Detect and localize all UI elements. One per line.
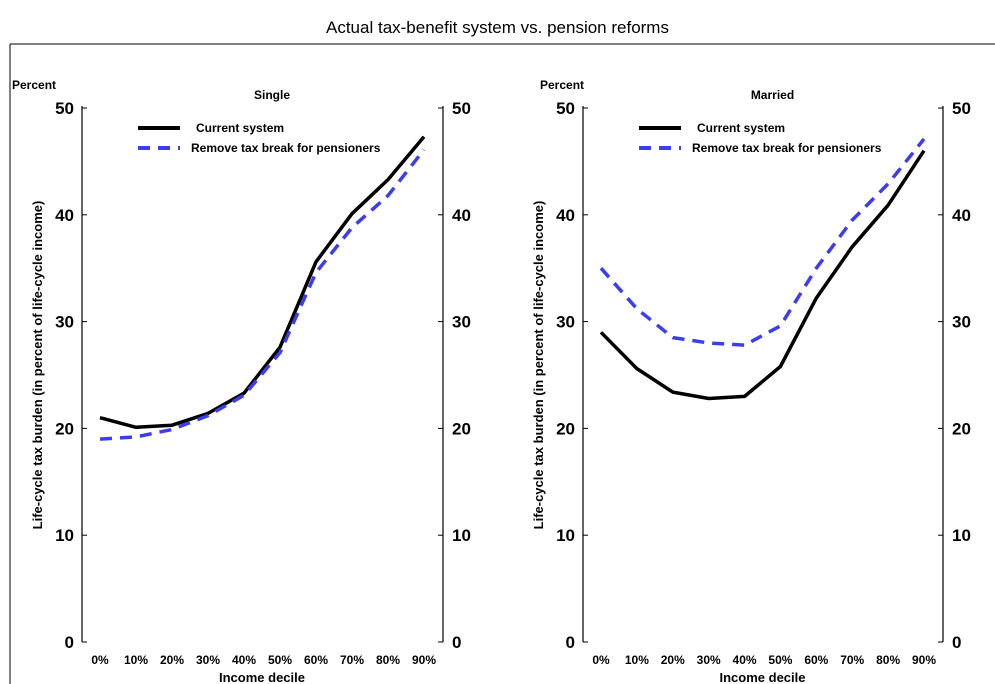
y-tick-label-right: 10 bbox=[452, 526, 471, 545]
y-tick-label-right: 50 bbox=[952, 99, 971, 118]
panel-title: Single bbox=[254, 88, 290, 102]
y-tick-label-right: 30 bbox=[952, 313, 971, 332]
panel-title: Married bbox=[751, 88, 794, 102]
series-line-current-system bbox=[99, 135, 426, 430]
x-tick-label: 70% bbox=[340, 653, 364, 667]
legend-label-reform: Remove tax break for pensioners bbox=[191, 141, 381, 155]
chart-panel-married: 0 0 10 10 20 20 30 30 40 40 50 50 0% 10% 20% 30% 40% 50% 6… bbox=[531, 78, 971, 684]
chart-panel-single: 0 0 10 10 20 20 30 30 40 40 50 50 0% 10% 20% 30% 40% 50% 6… bbox=[12, 78, 471, 684]
y-tick-label-right: 10 bbox=[952, 526, 971, 545]
y-tick-label-right: 40 bbox=[952, 206, 971, 225]
y-tick-label-right: 50 bbox=[452, 99, 471, 118]
legend-label-current: Current system bbox=[196, 121, 284, 135]
y-axis-title: Life-cycle tax burden (in percent of lif… bbox=[30, 201, 45, 530]
y-tick-label-left: 50 bbox=[556, 99, 575, 118]
x-tick-label: 20% bbox=[160, 653, 184, 667]
y-tick-label-left: 50 bbox=[55, 99, 74, 118]
legend-label-reform: Remove tax break for pensioners bbox=[692, 141, 882, 155]
x-tick-label: 50% bbox=[268, 653, 292, 667]
page-title: Actual tax-benefit system vs. pension re… bbox=[326, 18, 669, 37]
x-tick-label: 30% bbox=[697, 653, 721, 667]
y-tick-label-left: 0 bbox=[65, 633, 74, 652]
x-tick-label: 50% bbox=[768, 653, 792, 667]
y-tick-label-left: 40 bbox=[556, 206, 575, 225]
y-tick-label-left: 20 bbox=[556, 419, 575, 438]
x-tick-label: 80% bbox=[376, 653, 400, 667]
y-axis-title: Life-cycle tax burden (in percent of lif… bbox=[531, 201, 546, 530]
x-tick-label: 90% bbox=[412, 653, 436, 667]
x-tick-label: 90% bbox=[912, 653, 936, 667]
x-tick-label: 0% bbox=[91, 653, 109, 667]
x-tick-label: 0% bbox=[592, 653, 610, 667]
x-tick-label: 20% bbox=[661, 653, 685, 667]
x-axis-title: Income decile bbox=[720, 670, 806, 684]
y-tick-label-right: 0 bbox=[952, 633, 961, 652]
x-tick-label: 60% bbox=[304, 653, 328, 667]
x-tick-label: 80% bbox=[876, 653, 900, 667]
x-tick-label: 70% bbox=[840, 653, 864, 667]
y-unit-label: Percent bbox=[540, 78, 584, 92]
y-tick-label-left: 30 bbox=[55, 313, 74, 332]
series-line-current-system bbox=[599, 149, 926, 401]
y-tick-label-left: 20 bbox=[55, 419, 74, 438]
x-tick-label: 40% bbox=[232, 653, 256, 667]
y-tick-label-right: 30 bbox=[452, 313, 471, 332]
legend-label-current: Current system bbox=[697, 121, 785, 135]
y-tick-label-right: 20 bbox=[952, 419, 971, 438]
y-tick-label-left: 10 bbox=[556, 526, 575, 545]
x-tick-label: 30% bbox=[196, 653, 220, 667]
x-tick-label: 60% bbox=[804, 653, 828, 667]
y-tick-label-right: 0 bbox=[452, 633, 461, 652]
y-tick-label-right: 40 bbox=[452, 206, 471, 225]
y-tick-label-right: 20 bbox=[452, 419, 471, 438]
x-axis-title: Income decile bbox=[219, 670, 305, 684]
y-unit-label: Percent bbox=[12, 78, 56, 92]
y-tick-label-left: 40 bbox=[55, 206, 74, 225]
x-tick-label: 40% bbox=[733, 653, 757, 667]
x-tick-label: 10% bbox=[625, 653, 649, 667]
y-tick-label-left: 0 bbox=[566, 633, 575, 652]
series-line-remove-tax-break bbox=[99, 148, 426, 441]
series-line-remove-tax-break bbox=[599, 137, 926, 347]
y-tick-label-left: 10 bbox=[55, 526, 74, 545]
x-tick-label: 10% bbox=[124, 653, 148, 667]
y-tick-label-left: 30 bbox=[556, 313, 575, 332]
